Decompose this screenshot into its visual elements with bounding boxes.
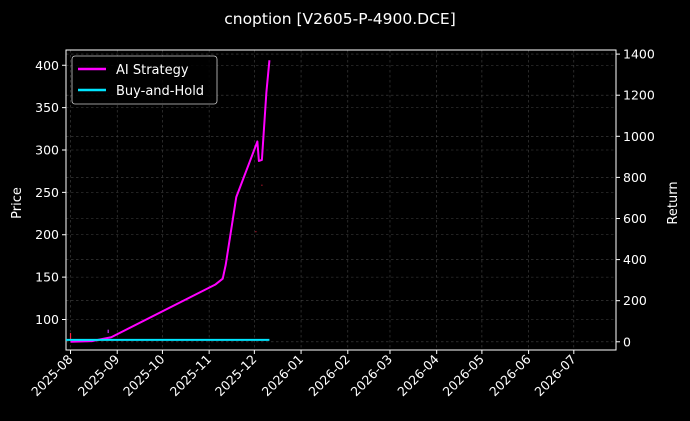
y-left-tick-label-200: 200 xyxy=(35,227,59,242)
y-right-tick-label-1200: 1200 xyxy=(623,88,655,103)
y-right-tick-label-200: 200 xyxy=(623,293,647,308)
y-right-tick-label-1400: 1400 xyxy=(623,47,655,62)
y-left-tick-label-300: 300 xyxy=(35,143,59,158)
y-axis-left-label: Price xyxy=(10,187,25,219)
y-right-tick-label-400: 400 xyxy=(623,252,647,267)
y-right-tick-label-0: 0 xyxy=(623,334,631,349)
y-left-tick-label-150: 150 xyxy=(35,270,59,285)
y-left-tick-label-100: 100 xyxy=(35,312,59,327)
legend: AI Strategy Buy-and-Hold xyxy=(72,56,217,104)
y-right-tick-label-600: 600 xyxy=(623,211,647,226)
y-left-tick-label-250: 250 xyxy=(35,185,59,200)
y-right-tick-label-1000: 1000 xyxy=(623,129,655,144)
y-left-tick-label-350: 350 xyxy=(35,100,59,115)
y-left-tick-label-400: 400 xyxy=(35,58,59,73)
chart-title: cnoption [V2605-P-4900.DCE] xyxy=(224,10,456,28)
y-right-tick-label-800: 800 xyxy=(623,170,647,185)
y-axis-right-label: Return xyxy=(666,181,681,224)
legend-label-ai-strategy: AI Strategy xyxy=(116,63,189,78)
legend-label-buy-and-hold: Buy-and-Hold xyxy=(116,84,204,99)
